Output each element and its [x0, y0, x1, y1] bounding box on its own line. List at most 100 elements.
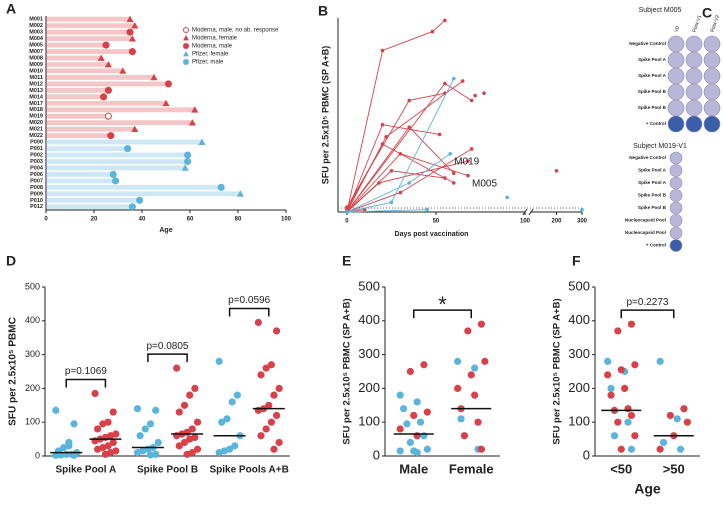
point: [94, 445, 102, 453]
y-tick-label: M019: [29, 114, 43, 120]
point: [186, 391, 194, 399]
marker: [131, 125, 139, 133]
marker: [198, 138, 206, 145]
marker: [112, 177, 120, 185]
y-tick-label: M010: [29, 68, 43, 74]
point: [430, 29, 435, 34]
marker: [104, 112, 112, 120]
point: [389, 200, 394, 205]
point: [133, 449, 142, 457]
legend-label: Pfizer, female: [192, 52, 229, 58]
point: [451, 171, 456, 175]
point: [624, 418, 632, 426]
point: [272, 411, 281, 420]
marker: [107, 132, 115, 140]
point: [554, 168, 559, 173]
x-tick-label: 100: [281, 217, 292, 223]
point: [413, 449, 421, 457]
well: [669, 189, 683, 202]
point: [413, 432, 421, 440]
marker: [236, 190, 244, 197]
plate-row-label: Spike Pool B: [638, 193, 667, 198]
legend-label: Moderna, male: [192, 44, 233, 50]
point: [396, 447, 404, 455]
bracket: [228, 307, 270, 317]
well: [667, 83, 685, 101]
point: [262, 425, 270, 433]
point: [191, 384, 199, 392]
point: [136, 432, 144, 440]
y-tick-label: P008: [30, 185, 43, 191]
well: [703, 51, 721, 69]
point: [141, 425, 149, 433]
point: [267, 361, 275, 369]
point: [228, 398, 236, 406]
point: [91, 389, 99, 398]
plate-row-label: + Control: [646, 121, 666, 126]
well: [703, 99, 721, 117]
point: [471, 391, 479, 399]
point: [384, 135, 388, 139]
marker: [184, 157, 192, 166]
point: [607, 391, 615, 399]
point: [175, 442, 183, 450]
legend-marker: [183, 51, 189, 57]
point: [193, 418, 202, 426]
x-axis-label: Age: [634, 481, 661, 497]
y-tick-label: 0: [35, 450, 40, 460]
plate-row-label: Spike Pool B: [638, 205, 667, 210]
point: [175, 408, 183, 416]
x-tick-label: 80: [235, 217, 242, 223]
y-tick-label: 500: [358, 278, 380, 293]
point: [469, 147, 474, 151]
point: [481, 357, 489, 365]
plate-column: Post-V1: [691, 14, 703, 33]
point: [451, 181, 456, 185]
point: [218, 418, 226, 426]
marker: [150, 73, 158, 81]
point: [152, 406, 160, 414]
point: [425, 207, 429, 212]
point: [604, 371, 612, 379]
x-tick-label: Female: [449, 461, 494, 476]
y-tick-label: P006: [30, 172, 43, 178]
point: [607, 384, 615, 392]
y-tick-label: 400: [358, 312, 380, 327]
point: [70, 420, 78, 428]
point: [666, 411, 674, 420]
marker: [102, 41, 110, 49]
well: [669, 226, 683, 240]
y-tick-label: 500: [25, 281, 40, 291]
point: [466, 173, 470, 178]
well: [667, 115, 685, 133]
x-tick-label: 60: [187, 217, 194, 223]
point: [270, 391, 278, 399]
point: [631, 432, 639, 440]
point: [233, 391, 241, 399]
x-tick-label: <50: [610, 461, 632, 476]
y-tick-label: 300: [358, 346, 380, 361]
marker: [126, 28, 134, 36]
y-axis-label: SFU per 2.5x10⁵ PBMC (SP A+B): [342, 298, 353, 444]
point: [621, 384, 629, 392]
marker: [188, 119, 196, 126]
p-value: p=0.1069: [65, 366, 107, 377]
point: [423, 445, 431, 453]
well: [703, 115, 721, 133]
point: [460, 432, 469, 440]
point: [272, 327, 281, 335]
point: [474, 418, 482, 426]
p-value: *: [438, 292, 447, 317]
point: [183, 450, 191, 458]
point: [614, 418, 622, 426]
point: [407, 181, 412, 185]
y-tick-label: 500: [568, 278, 590, 293]
point: [413, 398, 421, 406]
marker: [191, 106, 199, 113]
point: [399, 405, 408, 413]
marker: [131, 22, 139, 29]
legend-marker: [183, 27, 189, 33]
p-value: p=0.0805: [147, 341, 189, 352]
x-tick-label: >50: [663, 461, 685, 476]
point: [215, 449, 223, 457]
